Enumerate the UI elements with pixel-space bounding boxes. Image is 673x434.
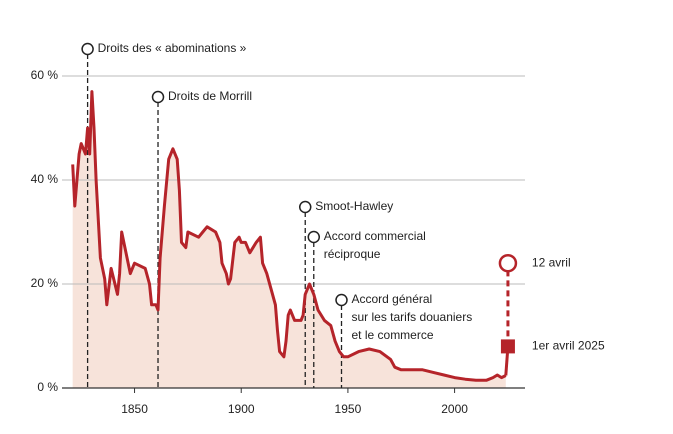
y-tick-label: 60 % — [31, 68, 59, 82]
point-circle — [498, 253, 518, 273]
point-square — [500, 339, 515, 354]
annotation-label: sur les tarifs douaniers — [352, 310, 473, 324]
line — [71, 90, 507, 382]
annotation-pin — [298, 200, 312, 214]
point-label: 12 avril — [532, 255, 571, 269]
annotation-label: Droits de Morrill — [168, 89, 252, 103]
y-tick-label: 0 % — [37, 380, 58, 394]
annotation-label: et le commerce — [352, 328, 434, 342]
x-tick-label: 1900 — [228, 402, 255, 416]
annotation-label: Accord commercial — [324, 229, 426, 243]
annotation-pin — [81, 42, 94, 56]
annotation-label: Smoot-Hawley — [315, 199, 393, 213]
x-tick-label: 1850 — [121, 402, 148, 416]
y-tick-label: 20 % — [31, 276, 59, 290]
annotation-label: Accord général — [352, 292, 433, 306]
point-label: 1er avril 2025 — [532, 339, 605, 353]
x-tick-label: 1950 — [335, 402, 362, 416]
x-tick-label: 2000 — [441, 402, 468, 416]
annotation-pin — [151, 90, 165, 104]
annotation-label: Droits des « abominations » — [98, 41, 247, 55]
annotation-pin — [335, 293, 348, 307]
area — [72, 91, 506, 388]
annotation-pin — [307, 230, 321, 244]
annotation-label: réciproque — [324, 247, 381, 261]
y-tick-label: 40 % — [31, 172, 59, 186]
